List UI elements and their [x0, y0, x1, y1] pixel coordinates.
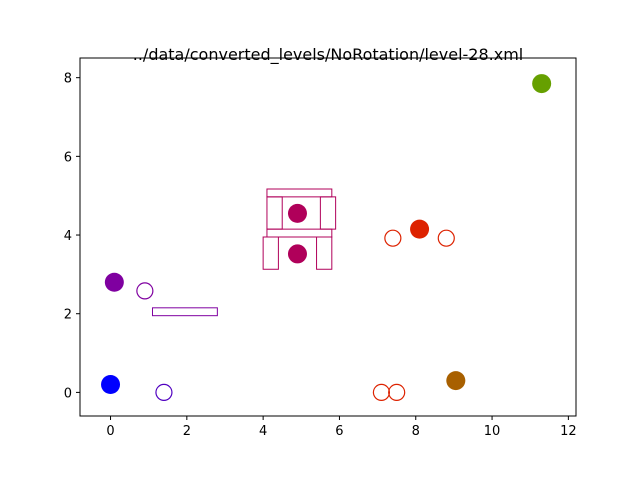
filled-point-2 — [104, 272, 124, 292]
rect-mark-6 — [262, 236, 279, 270]
rect-mark-1 — [151, 307, 218, 317]
y-tick-label-8: 8 — [64, 72, 72, 87]
filled-point-5 — [410, 219, 430, 239]
filled-point-7 — [532, 74, 552, 94]
x-tick-label-8: 8 — [412, 424, 420, 439]
hollow-point-4 — [437, 229, 455, 247]
x-axis: 0 2 4 6 8 10 12 — [106, 416, 577, 439]
x-tick-label-6: 6 — [335, 424, 343, 439]
hollow-point-1 — [155, 383, 173, 401]
hollow-point-5 — [372, 383, 391, 401]
y-tick-label-0: 0 — [64, 386, 72, 401]
y-tick-label-2: 2 — [64, 308, 72, 323]
plot-frame — [79, 57, 577, 417]
filled-point-6 — [446, 371, 466, 391]
hollow-point-3 — [384, 229, 402, 247]
hollow-point-2 — [136, 282, 154, 300]
rect-mark-2 — [266, 188, 333, 198]
chart-title: ../data/converted_levels/NoRotation/leve… — [133, 45, 523, 65]
rect-mark-5 — [266, 228, 333, 238]
filled-point-3 — [287, 203, 307, 223]
rect-mark-7 — [316, 236, 333, 270]
x-tick-label-0: 0 — [106, 424, 114, 439]
x-tick-label-4: 4 — [259, 424, 267, 439]
y-tick-label-6: 6 — [64, 150, 72, 165]
filled-point-1 — [101, 375, 121, 395]
y-tick-label-4: 4 — [64, 229, 72, 244]
plot-area — [101, 74, 552, 401]
filled-point-4 — [287, 244, 307, 264]
x-tick-label-2: 2 — [183, 424, 191, 439]
y-axis: 0 2 4 6 8 — [64, 72, 80, 401]
hollow-point-6 — [388, 383, 406, 401]
x-tick-label-12: 12 — [560, 424, 577, 439]
x-tick-label-10: 10 — [484, 424, 501, 439]
